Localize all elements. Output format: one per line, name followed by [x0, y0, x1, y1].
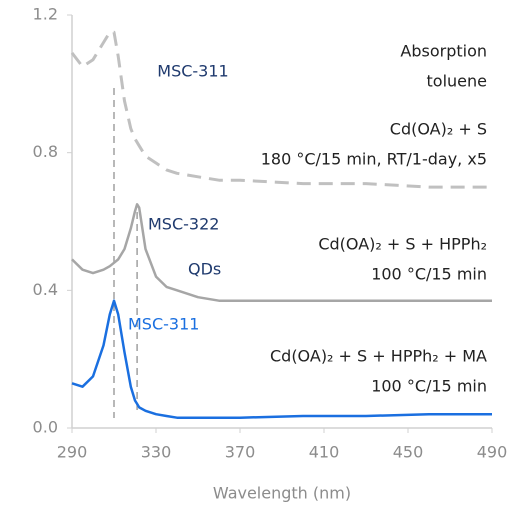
series-line [70, 30, 492, 189]
annotation: Cd(OA)₂ + S [390, 120, 487, 139]
series-line [71, 299, 492, 419]
annotation: toluene [427, 72, 487, 91]
y-tick-label: 0.0 [33, 418, 58, 437]
y-tick-label: 0.8 [33, 142, 58, 161]
x-tick-label: 330 [141, 443, 172, 462]
x-tick-label: 490 [477, 443, 508, 462]
x-tick-label: 370 [225, 443, 256, 462]
x-tick-label: 290 [57, 443, 88, 462]
annotation: 100 °C/15 min [371, 265, 487, 284]
annotation: Cd(OA)₂ + S + HPPh₂ + MA [270, 347, 487, 366]
x-tick-label: 450 [393, 443, 424, 462]
y-tick-label: 0.4 [33, 280, 58, 299]
y-tick-label: 1.2 [33, 5, 58, 24]
annotation: MSC-311 [128, 315, 199, 334]
series-line [71, 203, 492, 302]
x-tick-label: 410 [309, 443, 340, 462]
annotation: Absorption [400, 42, 487, 61]
annotation: 180 °C/15 min, RT/1-day, x5 [261, 150, 487, 169]
annotation: MSC-322 [148, 215, 219, 234]
annotation: 100 °C/15 min [371, 377, 487, 396]
x-axis-label: Wavelength (nm) [213, 484, 351, 503]
annotation: MSC-311 [157, 62, 228, 81]
annotation: Cd(OA)₂ + S + HPPh₂ [318, 235, 487, 254]
annotation: QDs [188, 260, 221, 279]
